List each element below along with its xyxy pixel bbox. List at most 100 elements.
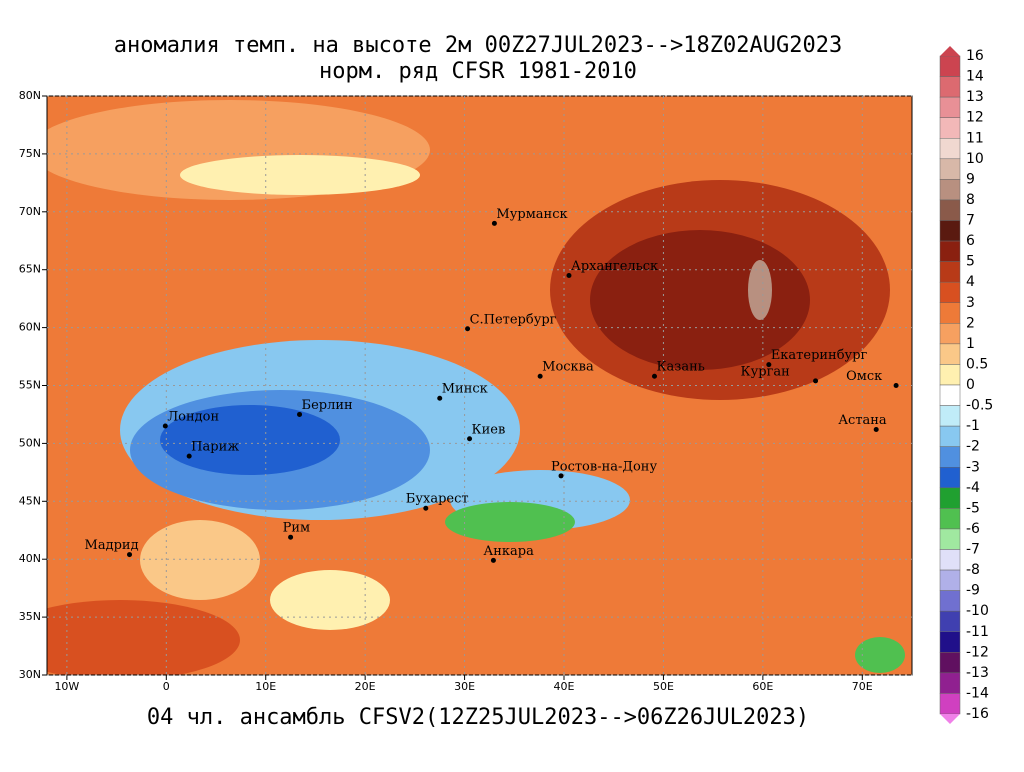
y-tick-label: 75N — [19, 147, 41, 160]
colorbar-label: -14 — [966, 685, 989, 701]
x-tick-label: 20E — [355, 680, 376, 693]
x-tick-label: 0 — [163, 680, 170, 693]
city-dot — [537, 373, 543, 379]
city-dot — [127, 552, 133, 558]
colorbar-box — [939, 158, 961, 180]
x-tick-label: 50E — [653, 680, 674, 693]
colorbar-label: -1 — [966, 418, 980, 434]
colorbar-label: -9 — [966, 583, 980, 599]
colorbar-label: 0 — [966, 377, 975, 393]
colorbar-label: -4 — [966, 480, 980, 496]
colorbar-label: -3 — [966, 459, 980, 475]
colorbar-label: -0.5 — [966, 398, 993, 414]
city-dot — [566, 272, 572, 278]
colorbar-label: 4 — [966, 274, 975, 290]
city-label: Курган — [741, 364, 790, 379]
city-label: Мурманск — [496, 207, 567, 222]
colorbar-label: 6 — [966, 233, 975, 249]
colorbar-box — [939, 487, 961, 509]
city-label: Омск — [846, 369, 882, 384]
colorbar-label: -8 — [966, 562, 980, 578]
city-dot — [297, 411, 303, 417]
colorbar-box — [939, 569, 961, 591]
colorbar-box — [939, 96, 961, 118]
colorbar-box — [939, 55, 961, 77]
city-dot — [423, 505, 429, 511]
colorbar-label: 1 — [966, 336, 975, 352]
y-tick-label: 40N — [19, 552, 41, 565]
colorbar-label: -10 — [966, 603, 989, 619]
colorbar-arrow — [940, 714, 960, 724]
colorbar-box — [939, 610, 961, 632]
y-tick-label: 70N — [19, 205, 41, 218]
colorbar-label: -16 — [966, 706, 989, 722]
y-tick-label: 55N — [19, 379, 41, 392]
city-label: Мадрид — [85, 538, 139, 553]
city-label: Рим — [283, 521, 311, 536]
colorbar-box — [939, 549, 961, 571]
colorbar-box — [939, 652, 961, 674]
y-tick-label: 60N — [19, 321, 41, 334]
city-dot — [490, 557, 496, 563]
y-tick-label: 80N — [19, 89, 41, 102]
city-label: Лондон — [167, 410, 219, 425]
colorbar-box — [939, 240, 961, 262]
colorbar-box — [939, 425, 961, 447]
colorbar-label: 10 — [966, 151, 984, 167]
colorbar-box — [939, 631, 961, 653]
city-label: Казань — [656, 360, 704, 375]
colorbar-box — [939, 672, 961, 694]
footer: 04 чл. ансамбль CFSV2(12Z25JUL2023-->06Z… — [147, 705, 809, 730]
city-label: Москва — [542, 360, 594, 375]
y-tick-label: 65N — [19, 263, 41, 276]
city-label: С.Петербург — [470, 312, 557, 327]
city-dot — [465, 326, 471, 332]
city-label: Берлин — [302, 398, 353, 413]
y-tick-label: 35N — [19, 610, 41, 623]
colorbar-box — [939, 261, 961, 283]
subtitle: норм. ряд CFSR 1981-2010 — [319, 59, 637, 84]
y-tick-label: 50N — [19, 436, 41, 449]
x-tick-label: 60E — [752, 680, 773, 693]
city-dot — [873, 427, 879, 433]
colorbar-label: -11 — [966, 624, 989, 640]
colorbar-label: -12 — [966, 644, 989, 660]
colorbar-box — [939, 405, 961, 427]
colorbar-box — [939, 138, 961, 160]
colorbar-label: 7 — [966, 213, 975, 229]
colorbar-box — [939, 323, 961, 345]
city-label: Архангельск — [571, 259, 658, 274]
colorbar-label: 0.5 — [966, 356, 988, 372]
y-tick-label: 45N — [19, 494, 41, 507]
city-label: Астана — [838, 413, 887, 428]
y-tick-label: 30N — [19, 668, 41, 681]
colorbar-label: -2 — [966, 439, 980, 455]
city-dot — [491, 220, 497, 226]
colorbar-label: -6 — [966, 521, 980, 537]
city-dot — [558, 473, 564, 479]
colorbar-box — [939, 528, 961, 550]
colorbar-arrow — [940, 46, 960, 56]
city-label: Минск — [442, 382, 488, 397]
city-label: Бухарест — [406, 492, 469, 507]
colorbar-label: 16 — [966, 48, 984, 64]
colorbar-box — [939, 117, 961, 139]
colorbar-label: -7 — [966, 542, 980, 558]
x-tick-label: 40E — [554, 680, 575, 693]
city-dot — [766, 362, 772, 368]
colorbar-box — [939, 281, 961, 303]
colorbar-box — [939, 364, 961, 386]
colorbar-label: -13 — [966, 665, 989, 681]
colorbar-label: 3 — [966, 295, 975, 311]
x-tick-label: 10W — [54, 680, 79, 693]
colorbar-box — [939, 693, 961, 715]
city-dot — [651, 373, 657, 379]
city-dot — [162, 423, 168, 429]
colorbar-box — [939, 467, 961, 489]
x-tick-label: 70E — [852, 680, 873, 693]
colorbar-box — [939, 343, 961, 365]
colorbar-label: 8 — [966, 192, 975, 208]
city-dot — [437, 395, 443, 401]
city-label: Киев — [472, 422, 506, 437]
